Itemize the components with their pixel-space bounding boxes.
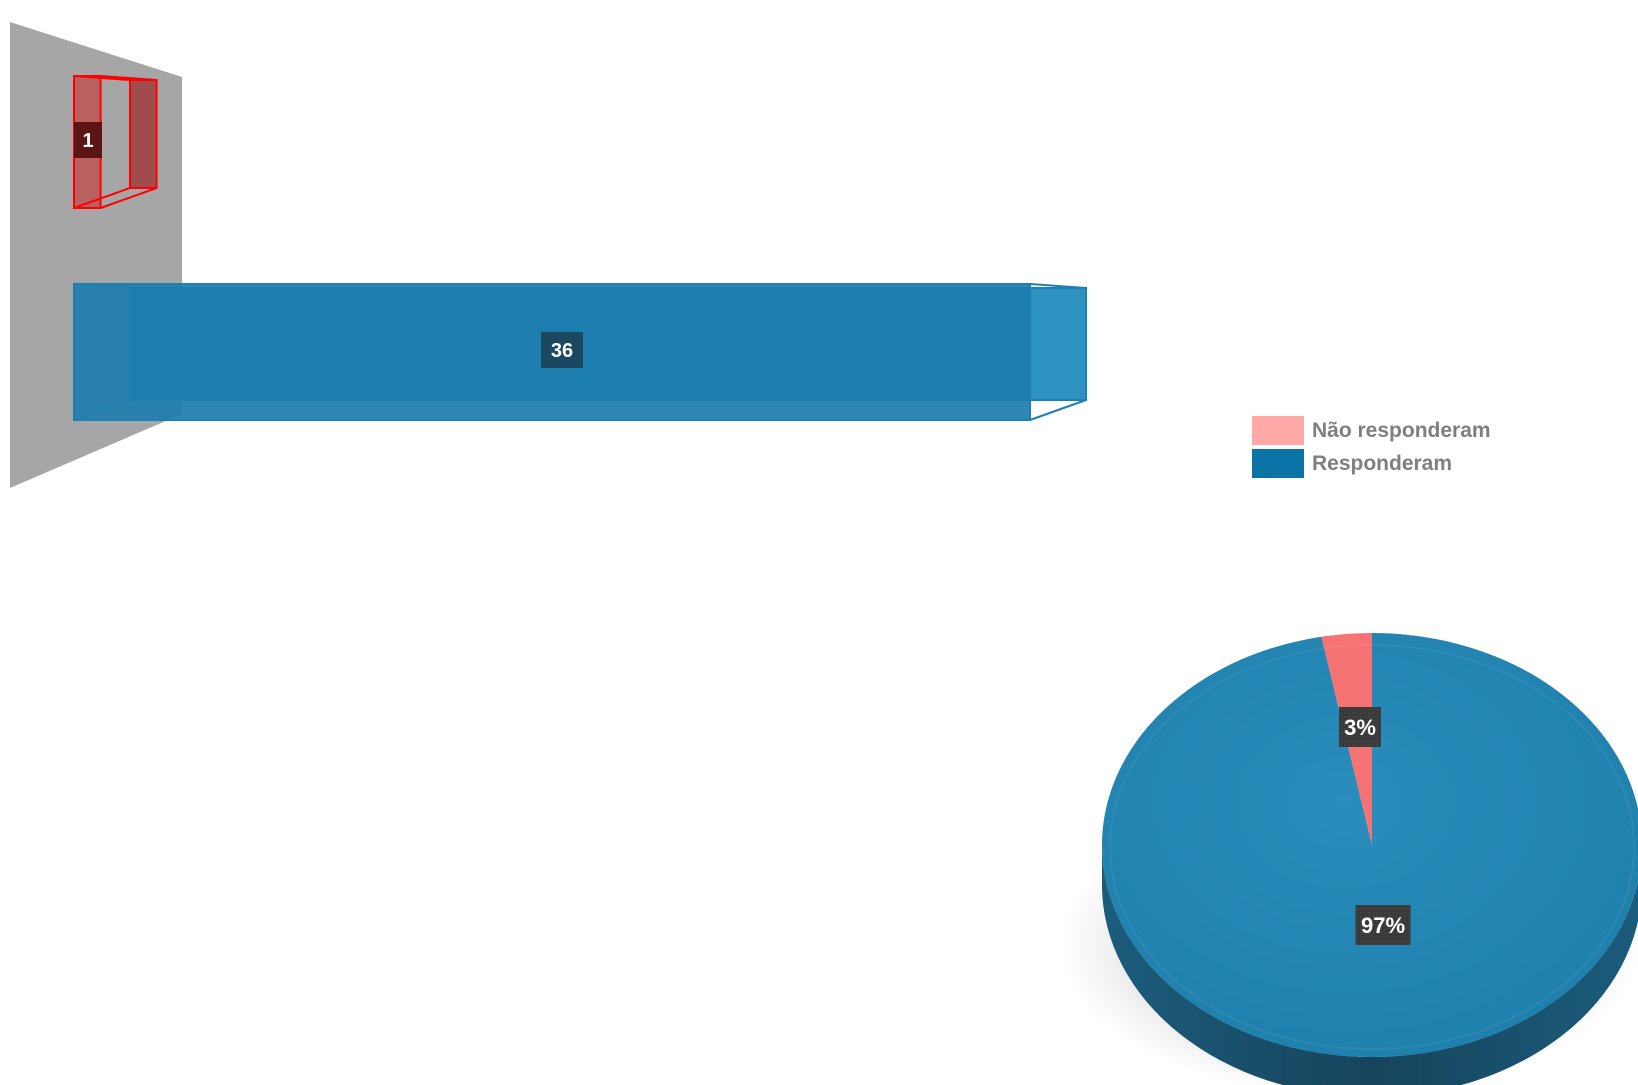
legend-item-nao-responderam: Não responderam: [1252, 414, 1491, 447]
legend-label: Não responderam: [1312, 418, 1491, 442]
legend-swatch: [1252, 449, 1304, 478]
pie-data-label-1: 3%: [1339, 707, 1381, 747]
pie-series: 3% 97%: [1102, 633, 1638, 1085]
pie-slice-responderam: [1102, 633, 1638, 1057]
pie-data-label-2: 97%: [1355, 905, 1411, 945]
svg-text:97%: 97%: [1361, 913, 1405, 938]
svg-text:3%: 3%: [1344, 715, 1376, 740]
bar-data-label-1: 1: [74, 122, 102, 158]
legend-item-responderam: Responderam: [1252, 447, 1491, 480]
legend-swatch: [1252, 416, 1304, 445]
bar-series: 1 36: [73, 75, 1087, 421]
bar-chart: 1 36: [10, 22, 1087, 488]
legend-label: Responderam: [1312, 451, 1453, 475]
svg-text:1: 1: [82, 130, 93, 152]
pie-legend: Não responderam Responderam: [1252, 414, 1491, 480]
bar-data-label-2: 36: [541, 332, 583, 368]
svg-text:36: 36: [551, 340, 573, 362]
pie-chart: 3% 97%: [1060, 633, 1638, 1085]
